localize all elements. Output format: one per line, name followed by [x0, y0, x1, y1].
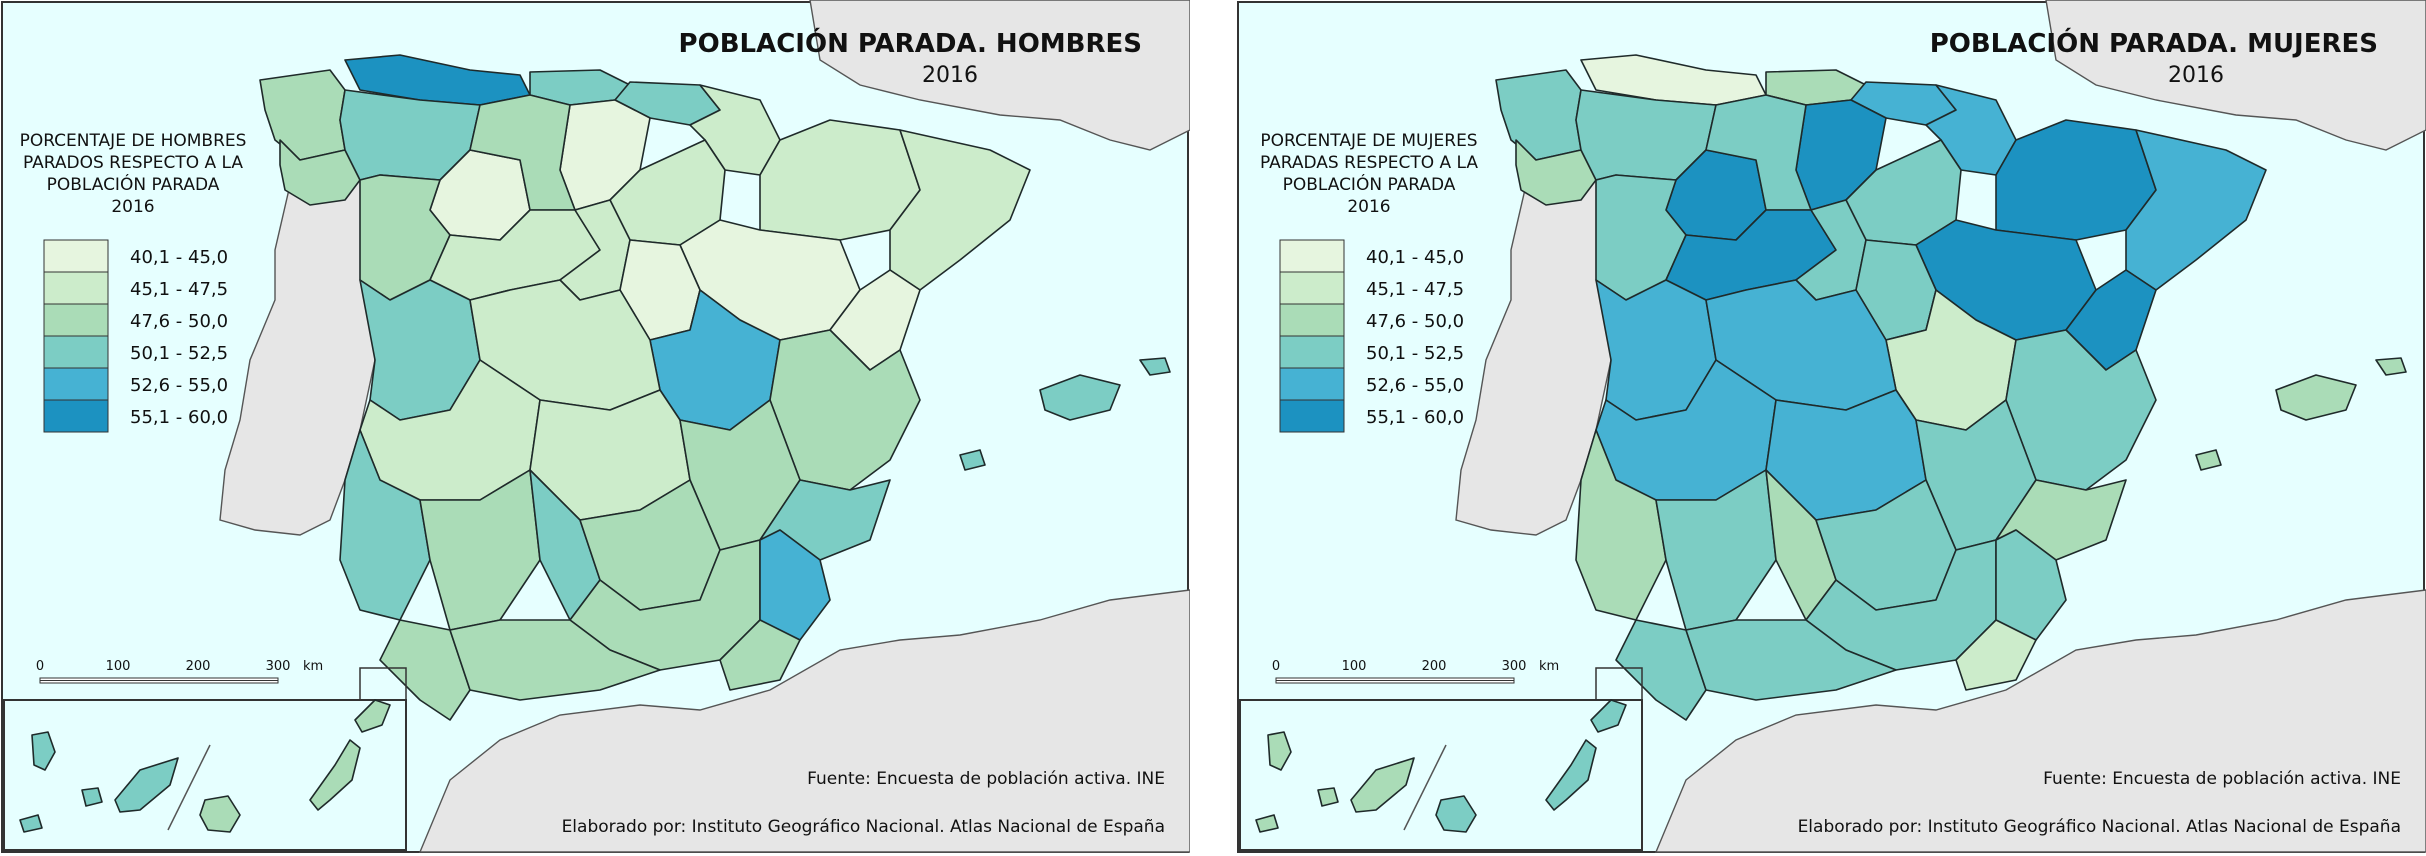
- legend-title-line-2: PARADAS RESPECTO A LA: [1260, 153, 1478, 173]
- map-svg-hombres: POBLACIÓN PARADA. HOMBRES 2016 PORCENTAJ…: [1, 0, 1190, 853]
- france-shape: [809, 0, 1190, 151]
- africa-shape: [1654, 589, 2426, 853]
- credit-source: Fuente: Encuesta de población activa. IN…: [2043, 769, 2401, 789]
- legend-swatch-4: [1279, 335, 1345, 369]
- scale-tick-200: 200: [1422, 659, 1447, 674]
- legend-label-6: 55,1 - 60,0: [130, 407, 228, 428]
- region-catalonia: [889, 129, 1031, 291]
- map-year: 2016: [2168, 63, 2224, 88]
- island-la-palma: [1267, 731, 1292, 771]
- island-gran-canaria: [1435, 795, 1477, 833]
- legend-title-line-1: PORCENTAJE DE MUJERES: [1260, 131, 1477, 151]
- island-el-hierro: [1255, 814, 1279, 833]
- legend-swatch-5: [43, 367, 109, 401]
- legend-label-5: 52,6 - 55,0: [1366, 375, 1464, 396]
- scale-tick-100: 100: [1342, 659, 1367, 674]
- map-svg-mujeres: POBLACIÓN PARADA. MUJERES 2016 PORCENTAJ…: [1237, 0, 2426, 853]
- legend: PORCENTAJE DE HOMBRES PARADOS RESPECTO A…: [20, 131, 247, 433]
- credit-author: Elaborado por: Instituto Geográfico Naci…: [562, 817, 1165, 837]
- region-almeria: [719, 619, 801, 691]
- region-malaga: [1685, 619, 1897, 701]
- canarias-islands-mujeres: [1255, 699, 1627, 833]
- region-sevilla: [419, 469, 541, 631]
- legend-title-line-3: POBLACIÓN PARADA: [47, 173, 220, 195]
- legend-label-2: 45,1 - 47,5: [1366, 279, 1464, 300]
- inset-border: [1595, 667, 1643, 700]
- legend-swatch-5: [1279, 367, 1345, 401]
- map-title: POBLACIÓN PARADA. MUJERES: [1930, 27, 2378, 59]
- africa-shape: [418, 589, 1190, 853]
- spain-regions-mujeres: [1495, 54, 2407, 721]
- canarias-divider: [167, 744, 211, 831]
- legend-swatch-1: [1279, 239, 1345, 273]
- scale-bar: 0 100 200 300 km: [36, 659, 323, 684]
- canarias-divider: [1403, 744, 1447, 831]
- inset-border: [359, 667, 407, 700]
- legend: PORCENTAJE DE MUJERES PARADAS RESPECTO A…: [1260, 131, 1478, 433]
- legend-swatch-3: [1279, 303, 1345, 337]
- legend-title-line-1: PORCENTAJE DE HOMBRES: [20, 131, 247, 151]
- island-el-hierro: [19, 814, 43, 833]
- region-galicia-s: [1515, 139, 1597, 206]
- island-lanzarote: [354, 699, 391, 733]
- legend-title-line-2: PARADOS RESPECTO A LA: [23, 153, 243, 173]
- legend-label-2: 45,1 - 47,5: [130, 279, 228, 300]
- island-tenerife: [1350, 757, 1415, 813]
- region-galicia-s: [279, 139, 361, 206]
- region-sevilla: [1655, 469, 1777, 631]
- legend-swatch-4: [43, 335, 109, 369]
- scale-unit: km: [1539, 659, 1559, 674]
- canarias-islands-hombres: [19, 699, 391, 833]
- island-gran-canaria: [199, 795, 241, 833]
- legend-swatch-3: [43, 303, 109, 337]
- legend-swatch-2: [1279, 271, 1345, 305]
- map-panel-hombres: POBLACIÓN PARADA. HOMBRES 2016 PORCENTAJ…: [0, 0, 1190, 856]
- credit-source: Fuente: Encuesta de población activa. IN…: [807, 769, 1165, 789]
- map-year: 2016: [922, 63, 978, 88]
- legend-label-4: 50,1 - 52,5: [1366, 343, 1464, 364]
- island-la-palma: [31, 731, 56, 771]
- map-title: POBLACIÓN PARADA. HOMBRES: [679, 27, 1142, 59]
- region-baleares: [2195, 357, 2407, 471]
- scale-tick-300: 300: [1502, 659, 1527, 674]
- legend-title-line-4: 2016: [111, 197, 154, 217]
- legend-label-6: 55,1 - 60,0: [1366, 407, 1464, 428]
- france-shape: [2045, 0, 2426, 151]
- island-la-gomera: [81, 787, 103, 807]
- scale-tick-0: 0: [36, 659, 44, 674]
- scale-tick-0: 0: [1272, 659, 1280, 674]
- region-almeria: [1955, 619, 2037, 691]
- legend-label-5: 52,6 - 55,0: [130, 375, 228, 396]
- legend-title-line-3: POBLACIÓN PARADA: [1283, 173, 1456, 195]
- legend-label-4: 50,1 - 52,5: [130, 343, 228, 364]
- island-fuerteventura: [309, 739, 361, 811]
- island-tenerife: [114, 757, 179, 813]
- legend-label-1: 40,1 - 45,0: [130, 247, 228, 268]
- region-baleares: [959, 357, 1171, 471]
- scale-tick-300: 300: [266, 659, 291, 674]
- legend-swatch-6: [43, 399, 109, 433]
- legend-swatch-1: [43, 239, 109, 273]
- legend-swatch-6: [1279, 399, 1345, 433]
- map-panel-mujeres: POBLACIÓN PARADA. MUJERES 2016 PORCENTAJ…: [1236, 0, 2426, 856]
- spain-regions-hombres: [259, 54, 1171, 721]
- legend-swatch-2: [43, 271, 109, 305]
- island-lanzarote: [1590, 699, 1627, 733]
- legend-label-3: 47,6 - 50,0: [1366, 311, 1464, 332]
- credit-author: Elaborado por: Instituto Geográfico Naci…: [1798, 817, 2401, 837]
- legend-title-line-4: 2016: [1347, 197, 1390, 217]
- island-fuerteventura: [1545, 739, 1597, 811]
- scale-unit: km: [303, 659, 323, 674]
- region-catalonia: [2125, 129, 2267, 291]
- island-la-gomera: [1317, 787, 1339, 807]
- scale-bar: 0 100 200 300 km: [1272, 659, 1559, 684]
- legend-label-3: 47,6 - 50,0: [130, 311, 228, 332]
- scale-tick-200: 200: [186, 659, 211, 674]
- region-malaga: [449, 619, 661, 701]
- scale-tick-100: 100: [106, 659, 131, 674]
- legend-label-1: 40,1 - 45,0: [1366, 247, 1464, 268]
